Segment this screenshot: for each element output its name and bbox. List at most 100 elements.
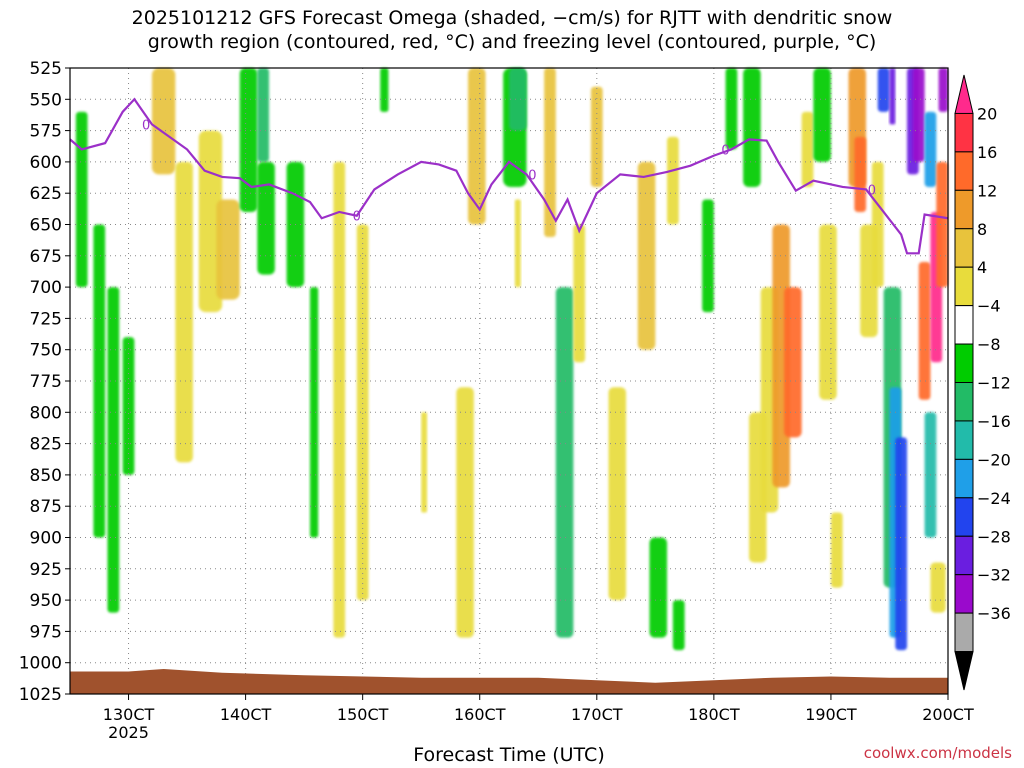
omega-blob-45	[871, 161, 884, 288]
colorbar-label-11: −28	[977, 527, 1011, 546]
omega-blob-32	[725, 68, 738, 150]
colorbar-segment-7	[954, 343, 974, 383]
y-tick-label-1000: 1000	[19, 654, 62, 674]
omega-blob-58	[930, 562, 946, 613]
colorbar-label-0: 20	[977, 104, 997, 123]
y-tick-label-700: 700	[30, 278, 62, 298]
omega-blob-33	[743, 68, 761, 187]
omega-blob-50	[895, 437, 908, 651]
y-tick-label-875: 875	[30, 497, 62, 517]
y-tick-label-850: 850	[30, 466, 62, 486]
colorbar-segment-4	[954, 228, 974, 268]
colorbar-segment-12	[954, 535, 974, 576]
colorbar-label-13: −36	[977, 604, 1011, 623]
title-line-1: 2025101212 GFS Forecast Omega (shaded, −…	[131, 7, 893, 29]
colorbar-segment-13	[954, 574, 974, 614]
freezing-level-label-4: 0	[868, 183, 876, 198]
colorbar-label-1: 16	[977, 143, 997, 162]
y-tick-label-550: 550	[30, 90, 62, 110]
omega-blob-53	[918, 262, 931, 400]
omega-blob-15	[380, 68, 389, 112]
colorbar-label-8: −16	[977, 412, 1011, 431]
y-tick-label-750: 750	[30, 341, 62, 361]
colorbar-label-9: −20	[977, 450, 1011, 469]
omega-blob-43	[854, 136, 867, 212]
y-tick-label-575: 575	[30, 122, 62, 142]
omega-blob-37	[784, 287, 802, 438]
omega-blob-4	[151, 68, 176, 175]
x-tick-label-160CT: 160CT	[454, 705, 506, 724]
omega-blob-46	[877, 68, 890, 112]
x-tick-label-200CT: 200CT	[922, 705, 974, 724]
x-axis-title: Forecast Time (UTC)	[413, 744, 605, 766]
colorbar-label-7: −12	[977, 374, 1011, 393]
colorbar-label-3: 8	[977, 220, 987, 239]
omega-blob-18	[468, 68, 486, 225]
omega-blob-38	[801, 111, 814, 187]
omega-blob-27	[637, 161, 656, 350]
colorbar-segment-8	[954, 382, 974, 422]
freezing-level-label-3: 0	[721, 143, 729, 158]
y-tick-label-725: 725	[30, 309, 62, 329]
credit-link[interactable]: coolwx.com/models	[863, 744, 1012, 762]
y-tick-label-525: 525	[30, 59, 62, 79]
colorbar-segment-2	[954, 151, 974, 191]
omega-blob-39	[813, 68, 831, 162]
omega-blob-25	[590, 86, 603, 187]
y-tick-label-825: 825	[30, 435, 62, 455]
title-line-2: growth region (contoured, red, °C) and f…	[147, 31, 877, 53]
omega-blob-30	[672, 600, 685, 651]
y-tick-label-675: 675	[30, 247, 62, 267]
colorbar: 20 16 12 8 4 −4 −8 −12 −16 −20 −24 −28 −32 −36	[954, 74, 1011, 691]
omega-blob-41	[830, 512, 843, 588]
colorbar-segment-6	[954, 305, 974, 345]
y-axis-ticks: 525 550 575 600 625 650 675 700 725 750 775 800 825 8…	[19, 59, 70, 705]
terrain-fill	[70, 668, 948, 694]
x-tick-label-140CT: 140CT	[220, 705, 272, 724]
colorbar-label-2: 12	[977, 181, 997, 200]
omega-blob-56	[936, 161, 948, 288]
omega-blob-23	[555, 287, 574, 638]
y-tick-label-925: 925	[30, 560, 62, 580]
omega-blob-17	[456, 387, 474, 638]
freezing-level-label-1: 0	[353, 210, 361, 225]
omega-blob-13	[333, 161, 346, 638]
colorbar-segment-3	[954, 189, 974, 230]
omega-blob-31	[702, 199, 714, 313]
omega-blob-22	[544, 68, 556, 238]
y-tick-label-775: 775	[30, 372, 62, 392]
y-tick-label-975: 975	[30, 622, 62, 642]
terrain-band	[70, 668, 948, 694]
colorbar-label-10: −24	[977, 489, 1011, 508]
omega-blob-21	[514, 199, 521, 288]
omega-blob-7	[216, 199, 240, 300]
y-tick-label-600: 600	[30, 153, 62, 173]
omega-blob-10	[257, 161, 275, 275]
omega-blob-26	[608, 387, 627, 601]
omega-blob-9	[257, 68, 270, 162]
x-tick-label-190CT: 190CT	[805, 705, 857, 724]
y-tick-label-625: 625	[30, 184, 62, 204]
colorbar-segment-14	[954, 612, 974, 653]
freezing-level-contour: 0 0 0 0 0	[69, 97, 949, 255]
colorbar-label-5: −4	[977, 297, 1001, 316]
omega-blob-29	[667, 136, 679, 225]
colorbar-top-arrow	[954, 74, 974, 114]
x-tick-label-130CT: 130CT	[103, 705, 155, 724]
omega-blob-1	[93, 224, 106, 538]
omega-blob-16	[421, 412, 428, 513]
y-tick-label-800: 800	[30, 403, 62, 423]
y-tick-label-650: 650	[30, 216, 62, 236]
omega-blob-24	[573, 224, 586, 363]
x-tick-label-150CT: 150CT	[337, 705, 389, 724]
omega-blob-3	[122, 337, 135, 475]
colorbar-segment-5	[954, 266, 974, 307]
y-tick-label-900: 900	[30, 529, 62, 549]
omega-blob-8	[239, 68, 258, 212]
colorbar-label-6: −8	[977, 335, 1001, 354]
y-tick-label-1025: 1025	[19, 685, 62, 705]
omega-blob-5	[175, 161, 193, 463]
omega-blob-20	[509, 68, 527, 131]
colorbar-label-4: 4	[977, 258, 987, 277]
